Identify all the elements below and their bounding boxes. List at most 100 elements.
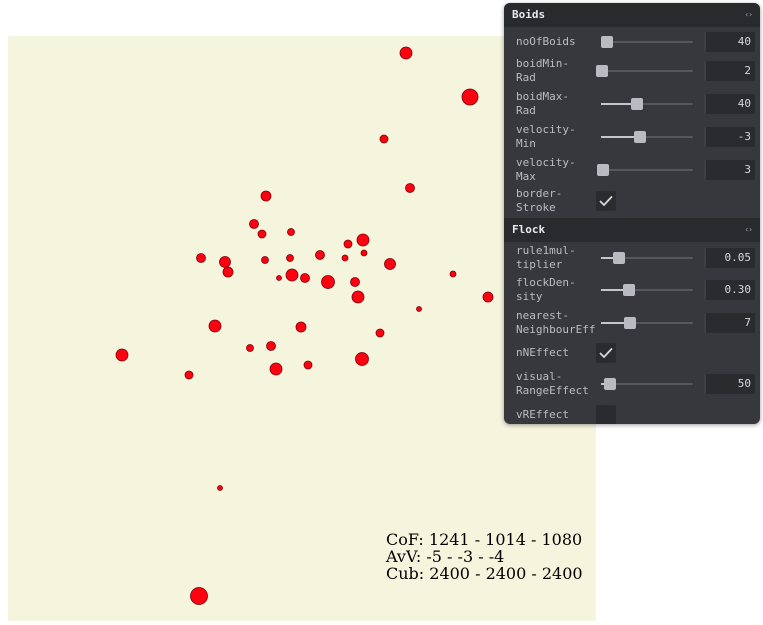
boid bbox=[405, 183, 415, 193]
average-velocity-text: AvV: -5 - -3 - -4 bbox=[386, 547, 505, 566]
boid bbox=[217, 485, 223, 491]
boids-plot bbox=[115, 46, 494, 605]
control-velocitymax: velocity- Max 3 bbox=[504, 155, 760, 187]
boids-folder-title[interactable]: Boids ‹› bbox=[504, 3, 760, 27]
number-input[interactable]: 40 bbox=[704, 94, 755, 114]
slider-knob[interactable] bbox=[622, 284, 635, 296]
number-input[interactable]: 7 bbox=[704, 313, 755, 333]
slider-fill bbox=[601, 322, 630, 324]
boid bbox=[249, 219, 259, 229]
control-label: noOfBoids bbox=[516, 35, 576, 48]
control-borderstroke: border- Stroke bbox=[504, 186, 760, 218]
boid bbox=[384, 258, 396, 270]
boid bbox=[416, 306, 422, 312]
slider-knob[interactable] bbox=[623, 317, 636, 329]
checkbox[interactable] bbox=[596, 405, 616, 424]
control-label: flockDen- sity bbox=[516, 276, 576, 303]
boid bbox=[190, 587, 208, 605]
boid bbox=[208, 319, 222, 333]
control-boidmaxrad: boidMax- Rad 40 bbox=[504, 89, 760, 121]
boid bbox=[269, 362, 283, 376]
boid bbox=[321, 275, 335, 289]
boid bbox=[196, 253, 206, 263]
boid bbox=[219, 256, 231, 268]
boid bbox=[184, 370, 194, 380]
slider-knob[interactable] bbox=[613, 252, 626, 264]
control-nearestneighboureff: nearest- NeighbourEff 7 bbox=[504, 308, 760, 340]
boid bbox=[399, 46, 413, 60]
control-label: boidMin- Rad bbox=[516, 57, 569, 84]
slider-knob[interactable] bbox=[630, 98, 643, 110]
number-input[interactable]: -3 bbox=[704, 127, 755, 147]
slider-track[interactable] bbox=[601, 289, 693, 291]
cube-size-text: Cub: 2400 - 2400 - 2400 bbox=[386, 564, 583, 583]
checkbox[interactable] bbox=[596, 343, 616, 363]
control-label: nearest- NeighbourEff bbox=[516, 309, 596, 336]
boid bbox=[482, 291, 494, 303]
number-input[interactable]: 2 bbox=[704, 61, 755, 81]
boid bbox=[343, 239, 353, 249]
slider-track[interactable] bbox=[601, 41, 693, 43]
boids-canvas bbox=[8, 36, 596, 621]
slider-knob[interactable] bbox=[633, 131, 646, 143]
boid bbox=[350, 277, 360, 287]
boids-folder-label: Boids bbox=[512, 8, 546, 21]
checkbox[interactable] bbox=[596, 191, 616, 211]
boid bbox=[287, 228, 295, 236]
boid bbox=[360, 249, 368, 257]
boid bbox=[375, 328, 385, 338]
slider-track[interactable] bbox=[601, 70, 693, 72]
control-vreffect: vREffect bbox=[504, 400, 760, 424]
number-input[interactable]: 0.30 bbox=[704, 280, 755, 300]
slider-knob[interactable] bbox=[596, 164, 609, 176]
control-noofboids: noOfBoids 40 bbox=[504, 27, 760, 59]
number-input[interactable]: 0.05 bbox=[704, 248, 755, 268]
boid bbox=[266, 341, 276, 351]
control-boidminrad: boidMin- Rad 2 bbox=[504, 56, 760, 88]
control-label: border- Stroke bbox=[516, 187, 563, 214]
collapse-icon: ‹› bbox=[744, 225, 753, 234]
control-label: visual- RangeEffect bbox=[516, 370, 589, 397]
gui-panel: Boids ‹› noOfBoids 40 boidMin- Rad 2 boidMax… bbox=[504, 3, 760, 424]
control-label: nNEffect bbox=[516, 346, 569, 359]
control-label: velocity- Min bbox=[516, 123, 576, 150]
boid bbox=[115, 348, 129, 362]
boid bbox=[222, 266, 234, 278]
boid bbox=[276, 275, 282, 281]
control-rule1multiplier: rule1mul- tiplier 0.05 bbox=[504, 243, 760, 275]
boid bbox=[300, 273, 310, 283]
boid bbox=[260, 190, 272, 202]
slider-knob[interactable] bbox=[600, 36, 613, 48]
boid bbox=[257, 229, 267, 239]
control-label: vREffect bbox=[516, 408, 569, 421]
slider-track[interactable] bbox=[601, 257, 693, 259]
control-label: velocity- Max bbox=[516, 156, 576, 183]
slider-fill bbox=[601, 136, 640, 138]
control-label: rule1mul- tiplier bbox=[516, 244, 576, 271]
slider-knob[interactable] bbox=[596, 65, 608, 77]
slider-fill bbox=[601, 289, 629, 291]
number-input[interactable]: 3 bbox=[704, 160, 755, 180]
boid bbox=[355, 352, 369, 366]
slider-track[interactable] bbox=[601, 322, 693, 324]
control-velocitymin: velocity- Min -3 bbox=[504, 122, 760, 154]
boid bbox=[356, 233, 370, 247]
flock-folder-title[interactable]: Flock ‹› bbox=[504, 218, 760, 242]
control-label: boidMax- Rad bbox=[516, 90, 569, 117]
control-nneffect: nNEffect bbox=[504, 338, 760, 370]
boid bbox=[261, 256, 269, 264]
slider-track[interactable] bbox=[601, 136, 693, 138]
slider-track[interactable] bbox=[601, 103, 693, 105]
collapse-icon: ‹› bbox=[744, 10, 753, 19]
control-flockdensity: flockDen- sity 0.30 bbox=[504, 275, 760, 307]
stats-overlay: CoF: 1241 - 1014 - 1080 AvV: -5 - -3 - -… bbox=[386, 531, 583, 582]
slider-knob[interactable] bbox=[604, 378, 617, 390]
number-input[interactable]: 50 bbox=[704, 374, 755, 394]
number-input[interactable]: 40 bbox=[704, 32, 755, 52]
slider-fill bbox=[601, 103, 637, 105]
boid bbox=[341, 254, 349, 262]
slider-track[interactable] bbox=[601, 169, 693, 171]
boid bbox=[379, 134, 389, 144]
slider-fill bbox=[601, 257, 620, 259]
flock-folder-label: Flock bbox=[512, 223, 546, 236]
